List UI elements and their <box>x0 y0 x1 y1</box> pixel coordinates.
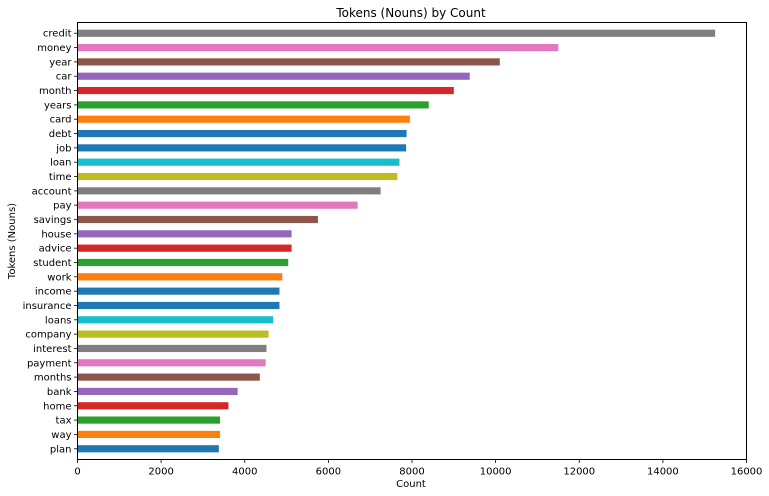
y-tick-label-house: house <box>41 229 71 240</box>
bar-loan <box>77 158 400 166</box>
y-tick-label-job: job <box>55 143 71 154</box>
x-tick-label: 0 <box>74 467 80 478</box>
y-tick-label-pay: pay <box>53 201 71 212</box>
bar-loans <box>77 316 274 324</box>
y-tick-label-tax: tax <box>56 416 72 427</box>
y-tick-label-insurance: insurance <box>23 301 72 312</box>
bar-income <box>77 287 280 295</box>
y-tick-label-bank: bank <box>47 387 72 398</box>
bar-card <box>77 115 410 123</box>
y-tick-label-years: years <box>44 100 72 111</box>
bar-pay <box>77 201 358 209</box>
bar-savings <box>77 215 318 224</box>
y-tick-label-plan: plan <box>50 444 72 455</box>
bar-house <box>77 230 292 238</box>
y-axis-title: Tokens (Nouns) <box>7 203 18 280</box>
x-tick-label: 4000 <box>232 467 257 478</box>
bar-company <box>77 330 269 338</box>
y-tick-label-year: year <box>49 57 72 68</box>
y-tick-label-account: account <box>32 186 72 197</box>
y-tick-label-credit: credit <box>43 29 72 40</box>
bar-month <box>77 86 454 95</box>
y-tick-label-loan: loan <box>50 158 71 169</box>
x-tick-label: 6000 <box>316 467 341 478</box>
y-tick-label-money: money <box>37 43 71 54</box>
y-tick-label-card: card <box>50 115 72 126</box>
bar-interest <box>77 344 267 353</box>
bar-year <box>77 58 500 66</box>
y-tick-label-interest: interest <box>33 344 71 355</box>
y-tick-label-advice: advice <box>39 244 72 255</box>
bar-money <box>77 43 559 52</box>
bar-insurance <box>77 301 280 310</box>
x-tick-label: 8000 <box>399 467 424 478</box>
bar-advice <box>77 244 292 252</box>
x-tick-label: 10000 <box>480 467 512 478</box>
bar-payment <box>77 359 266 367</box>
y-tick-label-debt: debt <box>49 129 72 140</box>
y-tick-label-month: month <box>39 86 71 97</box>
y-tick-label-time: time <box>49 172 72 183</box>
x-ticks: 0 2000 4000 6000 8000 10000 12000 14000 16000 <box>74 459 763 478</box>
bar-months <box>77 373 260 381</box>
y-tick-labels: credit money year car month years card debt job l… <box>23 29 78 455</box>
bar-years <box>77 101 429 109</box>
bar-time <box>77 172 398 181</box>
x-axis-title: Count <box>396 479 426 490</box>
bars-group <box>77 29 716 453</box>
y-tick-label-savings: savings <box>34 215 72 226</box>
y-tick-label-loans: loans <box>45 315 72 326</box>
bar-plan <box>77 445 219 453</box>
bar-job <box>77 144 407 152</box>
x-tick-label: 16000 <box>731 467 763 478</box>
y-tick-label-student: student <box>33 258 71 269</box>
x-tick-label: 14000 <box>647 467 679 478</box>
bar-way <box>77 430 221 439</box>
y-tick-label-company: company <box>25 330 71 341</box>
bar-car <box>77 72 470 80</box>
bar-credit <box>77 29 716 37</box>
bar-work <box>77 273 283 281</box>
bar-home <box>77 402 229 410</box>
bar-account <box>77 187 381 195</box>
bar-debt <box>77 129 407 138</box>
y-tick-label-home: home <box>43 401 71 412</box>
bar-bank <box>77 387 238 396</box>
y-tick-label-months: months <box>34 373 72 384</box>
y-tick-label-car: car <box>56 72 73 83</box>
y-tick-label-income: income <box>35 287 72 298</box>
x-tick-label: 12000 <box>563 467 595 478</box>
plot-frame <box>77 22 747 460</box>
y-tick-label-way: way <box>51 430 71 441</box>
chart-title: Tokens (Nouns) by Count <box>335 6 486 20</box>
bar-tax <box>77 416 221 424</box>
x-tick-label: 2000 <box>148 467 173 478</box>
y-tick-label-payment: payment <box>27 358 72 369</box>
y-tick-label-work: work <box>47 272 71 283</box>
bar-student <box>77 258 289 267</box>
